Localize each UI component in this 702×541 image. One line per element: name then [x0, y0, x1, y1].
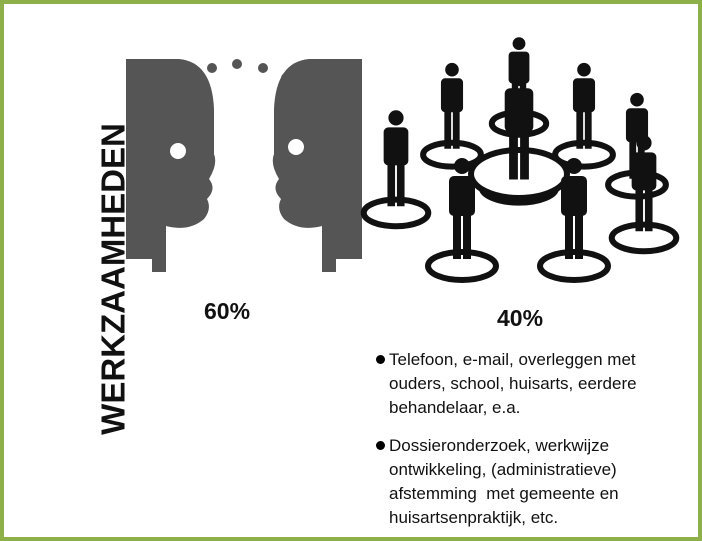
bullet-list: Telefoon, e-mail, overleggen met ouders,… [376, 348, 696, 541]
infographic: WERKZAAMHEDEN 60% 40% Telefoon, e-mail, … [0, 0, 702, 541]
bullet-item: Dossieronderzoek, werkwijze ontwikkeling… [376, 434, 696, 530]
heads-icon [126, 59, 362, 272]
people-network-icon [364, 37, 677, 280]
bullet-item: Telefoon, e-mail, overleggen met ouders,… [376, 348, 696, 420]
right-percentage: 40% [497, 305, 543, 332]
left-percentage: 60% [204, 298, 250, 325]
